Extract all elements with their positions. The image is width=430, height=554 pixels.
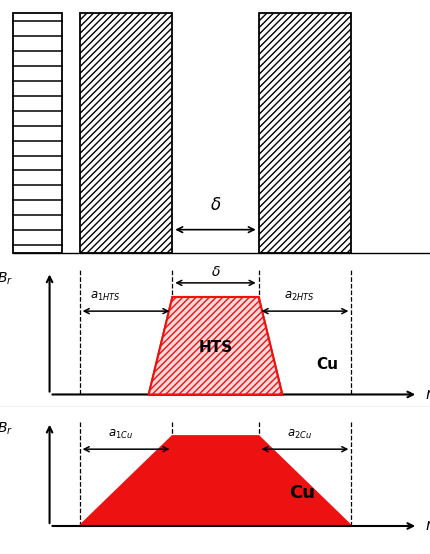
Text: $r$: $r$ [424,387,430,402]
Polygon shape [148,297,282,394]
Text: $\delta$: $\delta$ [209,196,221,214]
Text: $B_r$: $B_r$ [0,420,13,437]
Text: HTS: HTS [198,340,232,355]
Text: $a_{2Cu}$: $a_{2Cu}$ [286,428,311,442]
Text: $B_r$: $B_r$ [0,270,13,286]
Text: $a_{1HTS}$: $a_{1HTS}$ [90,290,121,302]
Bar [258,13,350,253]
Text: $a_{1Cu}$: $a_{1Cu}$ [108,428,133,442]
Bar [13,13,62,253]
Text: Cu: Cu [316,357,338,372]
Text: $r$: $r$ [424,519,430,534]
Text: $a_{2HTS}$: $a_{2HTS}$ [283,290,314,302]
Polygon shape [80,436,350,526]
Bar [80,13,172,253]
Text: $\delta$: $\delta$ [210,265,220,279]
Polygon shape [148,297,282,394]
Text: Cu: Cu [288,484,314,502]
